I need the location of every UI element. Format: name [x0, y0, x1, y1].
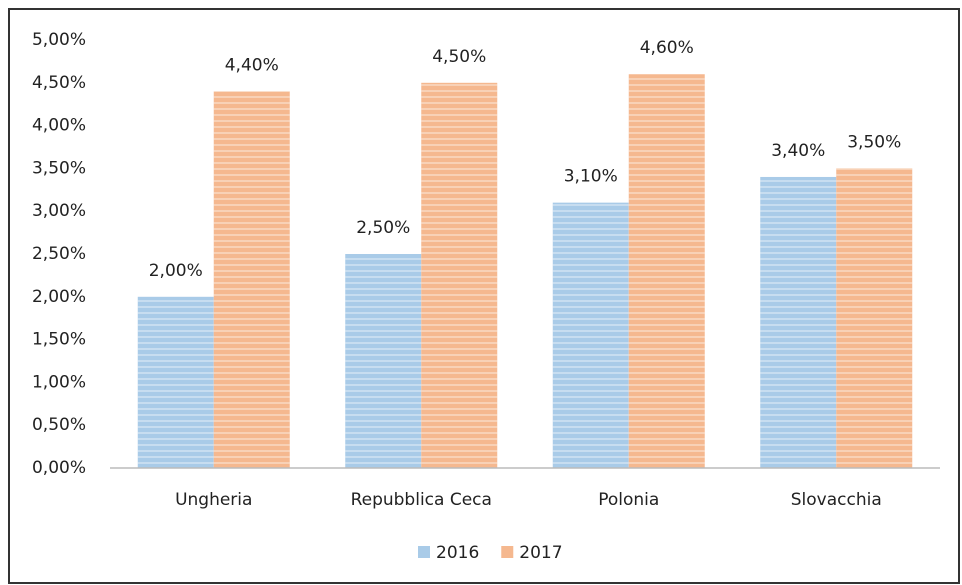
legend-swatch — [501, 546, 514, 558]
y-tick-label: 4,50% — [32, 73, 86, 93]
y-tick-label: 0,50% — [32, 415, 86, 435]
chart-frame — [8, 8, 960, 584]
legend-swatch — [418, 546, 430, 558]
y-tick-label: 1,50% — [32, 330, 86, 350]
y-tick-label: 3,00% — [32, 201, 86, 221]
data-label: 3,10% — [564, 167, 618, 187]
x-tick-label: Polonia — [598, 490, 659, 510]
y-tick-label: 3,50% — [32, 158, 86, 178]
data-label: 2,50% — [356, 218, 410, 238]
legend-label: 2017 — [519, 543, 562, 563]
x-tick-label: Repubblica Ceca — [351, 490, 492, 510]
data-label: 4,40% — [225, 55, 279, 75]
y-tick-label: 0,00% — [32, 458, 86, 478]
bar-texture — [137, 296, 214, 468]
data-label: 4,60% — [640, 38, 694, 58]
bar-texture — [213, 91, 290, 469]
bar-texture — [836, 168, 913, 468]
x-tick-label: Slovacchia — [791, 490, 882, 510]
bar-texture — [628, 74, 705, 469]
bar-texture — [552, 202, 629, 468]
legend-label: 2016 — [436, 543, 479, 563]
y-tick-label: 2,50% — [32, 244, 86, 264]
data-label: 3,50% — [847, 132, 901, 152]
bar-texture — [421, 82, 498, 469]
y-tick-label: 5,00% — [32, 30, 86, 50]
bar-texture — [760, 176, 837, 468]
y-tick-label: 2,00% — [32, 287, 86, 307]
data-label: 3,40% — [771, 141, 825, 161]
x-tick-label: Ungheria — [175, 490, 252, 510]
data-label: 2,00% — [149, 261, 203, 281]
data-label: 4,50% — [432, 47, 486, 67]
y-tick-label: 4,00% — [32, 116, 86, 136]
bar-texture — [345, 254, 422, 468]
y-tick-label: 1,00% — [32, 372, 86, 392]
